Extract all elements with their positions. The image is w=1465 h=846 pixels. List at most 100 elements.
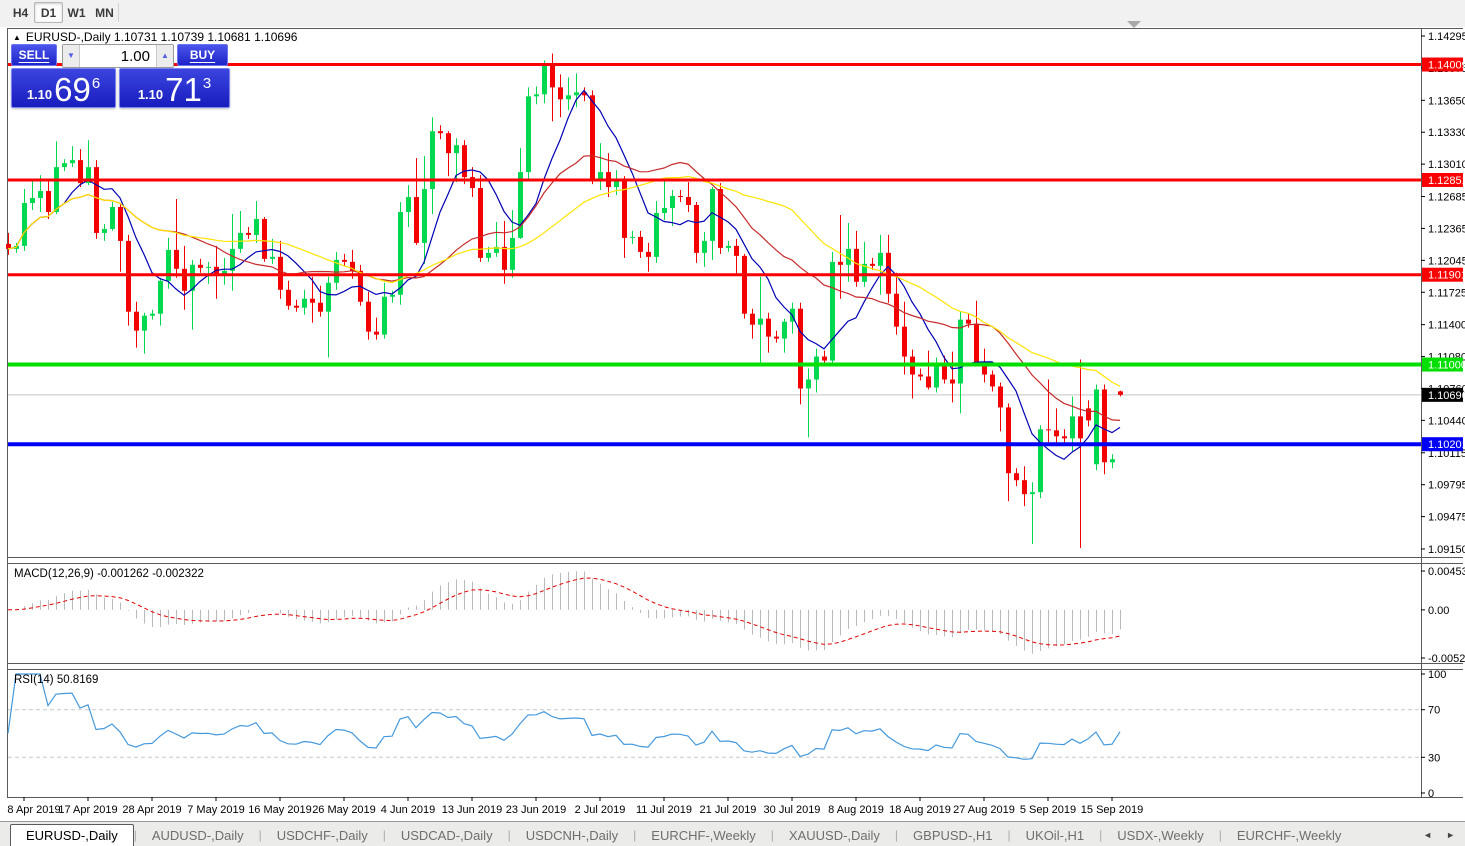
date-axis-label: 30 Jul 2019 bbox=[764, 804, 821, 816]
candle-body bbox=[54, 167, 59, 212]
candle-body bbox=[830, 261, 835, 361]
candle-body bbox=[1094, 389, 1099, 465]
candle-body bbox=[702, 240, 707, 253]
candle-body bbox=[902, 326, 907, 357]
sell-price-sup: 6 bbox=[91, 75, 101, 92]
price-axis-tick-label: 1.13010 bbox=[1428, 159, 1465, 171]
price-axis-tick-label: 1.12365 bbox=[1428, 223, 1465, 235]
rsi-axis-tick-label: 100 bbox=[1428, 669, 1446, 681]
tab-separator: | bbox=[1099, 828, 1103, 842]
candle-body bbox=[414, 197, 419, 243]
candle-body bbox=[502, 246, 507, 270]
chart-tab[interactable]: EURCHF-,Weekly bbox=[636, 825, 771, 846]
candle-body bbox=[598, 172, 603, 181]
chart-tab-active[interactable]: EURUSD-,Daily bbox=[10, 824, 134, 846]
candle-body bbox=[270, 256, 275, 259]
candle-body bbox=[510, 237, 515, 270]
buy-price-display[interactable]: 1.10 71 3 bbox=[119, 68, 230, 108]
candle-body bbox=[678, 196, 683, 198]
candle-body bbox=[374, 331, 379, 335]
bid-price-label-bg bbox=[1422, 387, 1463, 402]
collapse-icon[interactable]: ▲ bbox=[13, 33, 21, 42]
candle-body bbox=[926, 376, 931, 388]
candle-body bbox=[1086, 408, 1091, 421]
price-axis-tick-label: 1.12685 bbox=[1428, 192, 1465, 204]
candle-body bbox=[222, 270, 227, 274]
candle-body bbox=[302, 298, 307, 308]
date-axis-label: 13 Jun 2019 bbox=[442, 804, 503, 816]
candle-body bbox=[382, 296, 387, 335]
candle-body bbox=[174, 249, 179, 269]
candle-body bbox=[1062, 436, 1067, 439]
candle-body bbox=[46, 191, 51, 212]
main-pane[interactable] bbox=[7, 28, 1421, 557]
date-axis-label: 18 Aug 2019 bbox=[889, 804, 951, 816]
chart-tab[interactable]: UKOil-,H1 bbox=[1011, 825, 1100, 846]
candle-body bbox=[566, 95, 571, 100]
candle-body bbox=[454, 145, 459, 154]
timeframe-button-d1[interactable]: D1 bbox=[34, 2, 63, 23]
chart-shift-marker-icon[interactable] bbox=[1127, 21, 1141, 28]
moving-average-8 bbox=[7, 89, 1121, 461]
date-axis-label: 28 Apr 2019 bbox=[122, 804, 181, 816]
chart-tab[interactable]: EURCHF-,Weekly bbox=[1222, 825, 1357, 846]
candle-body bbox=[846, 248, 851, 265]
candle-body bbox=[78, 160, 83, 184]
candle-body bbox=[542, 63, 547, 95]
candle-body bbox=[422, 189, 427, 243]
timeframe-toolbar: H4 D1 W1 MN bbox=[0, 0, 1465, 28]
timeframe-button-mn[interactable]: MN bbox=[90, 2, 119, 23]
candle-body bbox=[246, 232, 251, 235]
chart-tab[interactable]: XAUUSD-,Daily bbox=[774, 825, 895, 846]
volume-decrease-icon[interactable]: ▼ bbox=[63, 45, 80, 67]
buy-button[interactable]: BUY bbox=[177, 44, 228, 66]
chart-tab[interactable]: AUDUSD-,Daily bbox=[137, 825, 259, 846]
candle-body bbox=[94, 167, 99, 233]
candle-body bbox=[102, 228, 107, 233]
rsi-indicator-label: RSI(14) 50.8169 bbox=[14, 674, 99, 686]
chart-tab[interactable]: USDCHF-,Daily bbox=[262, 825, 383, 846]
volume-increase-icon[interactable]: ▲ bbox=[156, 45, 173, 67]
candle-body bbox=[686, 197, 691, 206]
candle-body bbox=[694, 205, 699, 253]
candle-body bbox=[798, 308, 803, 389]
price-axis-tick-label: 1.13330 bbox=[1428, 127, 1465, 139]
candle-body bbox=[262, 218, 267, 259]
tab-separator: | bbox=[1218, 828, 1222, 842]
macd-axis-tick-label: -0.005205 bbox=[1428, 653, 1465, 665]
chart-tab[interactable]: USDCAD-,Daily bbox=[386, 825, 508, 846]
candle-body bbox=[758, 318, 763, 325]
price-axis-tick-label: 1.11400 bbox=[1428, 320, 1465, 332]
tabs-scroll-left-icon[interactable]: ◄ bbox=[1423, 829, 1433, 840]
date-axis-label: 15 Sep 2019 bbox=[1081, 804, 1143, 816]
chart-tab-bar: EURUSD-,Daily | AUDUSD-,Daily | USDCHF-,Dail… bbox=[0, 821, 1465, 846]
timeframe-button-w1[interactable]: W1 bbox=[62, 2, 91, 23]
chart-tab[interactable]: USDX-,Weekly bbox=[1102, 825, 1218, 846]
chart-tab[interactable]: GBPUSD-,H1 bbox=[898, 825, 1007, 846]
candle-body bbox=[750, 313, 755, 325]
toolbar-divider bbox=[118, 3, 119, 22]
candle-body bbox=[774, 336, 779, 339]
candle-body bbox=[630, 236, 635, 238]
date-axis-label: 8 Aug 2019 bbox=[828, 804, 884, 816]
price-axis-tick-label: 1.11725 bbox=[1428, 287, 1465, 299]
hline-price-label: 1.11901 bbox=[1428, 270, 1465, 282]
tabs-scroll-right-icon[interactable]: ► bbox=[1446, 829, 1455, 840]
sell-price-display[interactable]: 1.10 69 6 bbox=[11, 68, 116, 108]
candle-body bbox=[950, 379, 955, 384]
volume-input[interactable] bbox=[80, 45, 156, 67]
candle-body bbox=[142, 315, 147, 331]
sell-button[interactable]: SELL bbox=[11, 44, 57, 66]
candle-body bbox=[982, 362, 987, 375]
candle-body bbox=[22, 203, 27, 246]
candle-body bbox=[726, 245, 731, 248]
candle-body bbox=[1022, 480, 1027, 495]
chart-tab[interactable]: USDCNH-,Daily bbox=[511, 825, 633, 846]
candle-body bbox=[710, 189, 715, 241]
candle-body bbox=[1070, 416, 1075, 439]
candle-body bbox=[1118, 391, 1123, 395]
timeframe-button-h4[interactable]: H4 bbox=[6, 2, 35, 23]
candle-body bbox=[622, 180, 627, 238]
